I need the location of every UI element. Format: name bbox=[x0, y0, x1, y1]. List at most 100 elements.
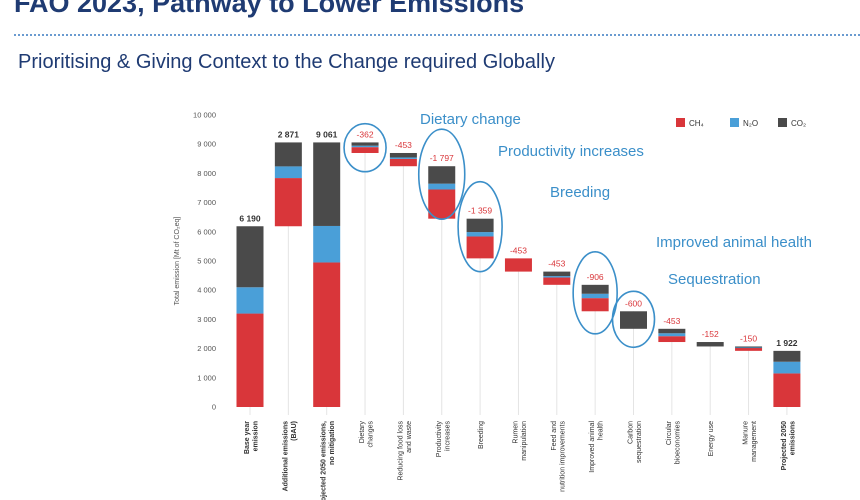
callout-ellipse bbox=[417, 128, 466, 221]
callout-label: Productivity increases bbox=[498, 143, 644, 160]
bar-value-label: -453 bbox=[548, 259, 565, 269]
bar-segment-n2o bbox=[658, 333, 686, 337]
legend-swatch-co2 bbox=[778, 118, 787, 127]
bar-value-label: 1 922 bbox=[776, 338, 798, 348]
y-tick-label: 4 000 bbox=[197, 286, 216, 295]
category-label-line: sequestration bbox=[636, 421, 643, 463]
category-label-line: manipulation bbox=[521, 421, 528, 461]
bar-value-label: -453 bbox=[663, 316, 680, 326]
category-label: Rumen manipulation bbox=[512, 421, 528, 461]
category-label-line: Projected 2050 bbox=[781, 421, 788, 471]
bar-segment-n2o bbox=[428, 183, 456, 190]
category-label: Breeding bbox=[478, 421, 485, 449]
category-label-line: Rumen bbox=[512, 421, 519, 444]
category-label-line: Productivity bbox=[436, 421, 443, 458]
bar-segment-ch4 bbox=[735, 347, 763, 351]
legend-label: N₂O bbox=[743, 119, 758, 128]
bar-segment-ch4 bbox=[274, 178, 302, 227]
category-label-line: Circular bbox=[666, 420, 673, 445]
legend-swatch-n2o bbox=[730, 118, 739, 127]
category-label-line: Additional emissions bbox=[282, 421, 289, 492]
y-tick-label: 8 000 bbox=[197, 169, 216, 178]
bar-value-label: 9 061 bbox=[316, 129, 338, 139]
category-label-line: increases bbox=[444, 421, 451, 451]
y-tick-label: 5 000 bbox=[197, 257, 216, 266]
category-label: Improved animal health bbox=[589, 421, 605, 473]
bar-segment-n2o bbox=[543, 276, 571, 278]
bar-segment-co2 bbox=[543, 271, 571, 277]
category-label: Base year emission bbox=[244, 421, 260, 454]
bar-segment-co2 bbox=[313, 142, 341, 226]
bar-value-label: -1 797 bbox=[430, 153, 454, 163]
category-label-line: Manure bbox=[743, 421, 750, 445]
bar-value-label: -453 bbox=[510, 245, 527, 255]
bar-value-label: -150 bbox=[740, 333, 757, 343]
bar-segment-co2 bbox=[620, 311, 647, 329]
bar-segment-ch4 bbox=[428, 189, 456, 219]
bar-value-label: -362 bbox=[357, 129, 374, 139]
bar-segment-ch4 bbox=[236, 313, 264, 407]
category-label-line: Base year bbox=[244, 421, 251, 454]
category-label-line: management bbox=[751, 421, 758, 462]
category-label: Carbon sequestration bbox=[628, 421, 644, 463]
bar-segment-ch4 bbox=[543, 277, 571, 285]
bar-segment-co2 bbox=[466, 218, 494, 233]
bar-segment-co2 bbox=[773, 350, 801, 362]
category-label-line: Energy use bbox=[708, 421, 715, 457]
legend-swatch-ch4 bbox=[676, 118, 685, 127]
y-tick-label: 7 000 bbox=[197, 198, 216, 207]
y-tick-label: 9 000 bbox=[197, 140, 216, 149]
bar-segment-ch4 bbox=[773, 373, 801, 407]
bar-segment-co2 bbox=[389, 152, 417, 158]
bar-segment-n2o bbox=[274, 166, 302, 179]
bar-segment-co2 bbox=[696, 342, 724, 347]
category-label: Feed and nutrition improvements bbox=[551, 421, 567, 492]
category-label-line: nutrition improvements bbox=[559, 421, 566, 492]
category-label-line: Feed and bbox=[551, 421, 558, 451]
category-label-line: no mitigation bbox=[329, 421, 336, 465]
title-divider bbox=[14, 34, 860, 36]
category-label-line: bioeconomies bbox=[674, 421, 681, 465]
bar-segment-n2o bbox=[773, 361, 801, 374]
bar-segment-ch4 bbox=[504, 258, 532, 272]
bar-segment-ch4 bbox=[581, 298, 609, 312]
y-tick-label: 1 000 bbox=[197, 373, 216, 382]
callout-label: Breeding bbox=[550, 184, 610, 201]
bar-value-label: 2 871 bbox=[278, 129, 300, 139]
bar-segment-n2o bbox=[389, 157, 417, 159]
category-label: Energy use bbox=[708, 421, 715, 457]
y-tick-label: 10 000 bbox=[193, 111, 216, 120]
category-label-line: (BAU) bbox=[291, 421, 298, 441]
bar-segment-ch4 bbox=[658, 336, 686, 343]
category-label: Projected 2050 emissions bbox=[781, 421, 797, 471]
category-label-line: Improved animal bbox=[589, 421, 596, 473]
bar-segment-ch4 bbox=[466, 236, 494, 259]
bar-segment-n2o bbox=[466, 232, 494, 237]
category-label: Productivity increases bbox=[436, 421, 452, 458]
category-label: Circular bioeconomies bbox=[666, 420, 682, 464]
category-label-line: emissions bbox=[789, 421, 796, 455]
category-label: Manure management bbox=[743, 421, 759, 462]
y-tick-label: 6 000 bbox=[197, 227, 216, 236]
bar-segment-co2 bbox=[735, 346, 763, 348]
bar-segment-ch4 bbox=[389, 158, 417, 167]
category-label-line: changes bbox=[368, 421, 375, 448]
bar-segment-n2o bbox=[236, 287, 264, 314]
callout-ellipse bbox=[611, 290, 656, 349]
legend-label: CO₂ bbox=[791, 119, 806, 128]
callout-label: Improved animal health bbox=[656, 234, 812, 251]
y-tick-label: 0 bbox=[212, 403, 216, 412]
callout-label: Sequestration bbox=[668, 271, 761, 288]
category-label-line: Breeding bbox=[478, 421, 485, 449]
category-label: Dietary changes bbox=[359, 421, 375, 448]
bar-segment-n2o bbox=[313, 225, 341, 263]
bar-segment-co2 bbox=[658, 328, 686, 334]
callout-ellipse bbox=[572, 251, 618, 335]
category-label: Reducing food loss and waste bbox=[397, 421, 413, 481]
category-label-line: Projected 2050 emissions, bbox=[321, 421, 328, 500]
callout-ellipse bbox=[457, 180, 503, 273]
category-label-line: Carbon bbox=[628, 421, 635, 444]
bar-value-label: -600 bbox=[625, 298, 642, 308]
bar-segment-n2o bbox=[351, 145, 379, 148]
callout-ellipse bbox=[343, 122, 387, 173]
